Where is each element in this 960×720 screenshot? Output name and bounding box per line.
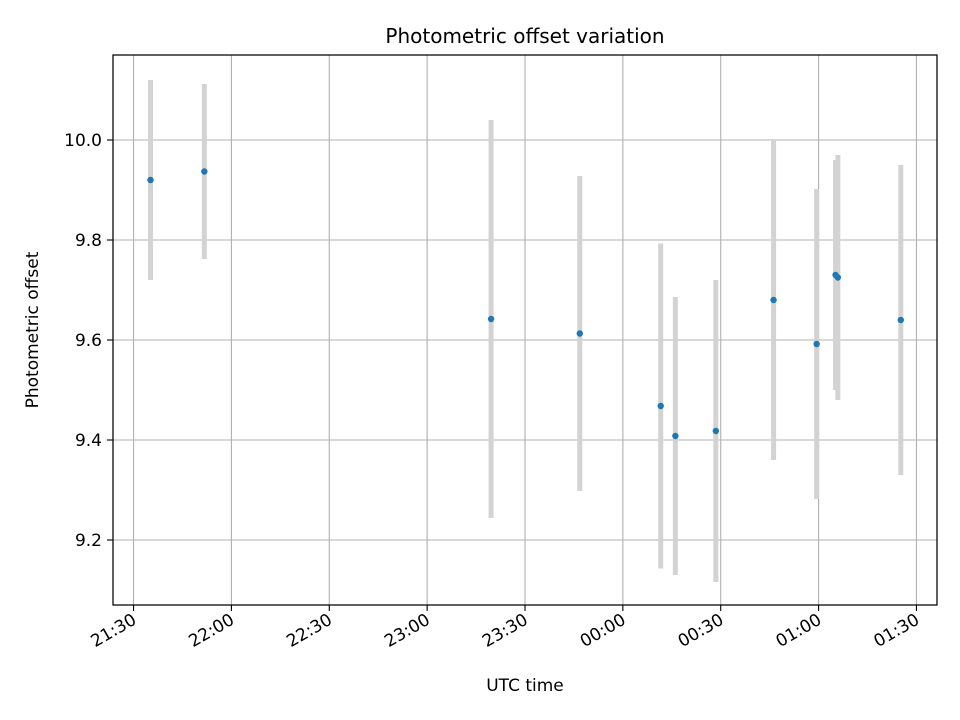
data-point — [712, 427, 720, 435]
data-point — [770, 296, 777, 304]
data-point — [657, 402, 664, 410]
x-tick-label: 21:30 — [88, 610, 140, 652]
grid-layer — [113, 55, 937, 605]
data-point — [813, 340, 820, 348]
data-point — [897, 316, 904, 324]
x-tick-label: 23:30 — [479, 610, 531, 652]
y-tick-label: 10.0 — [64, 131, 102, 151]
data-point — [147, 176, 154, 184]
data-point — [201, 168, 208, 175]
x-tick-label: 01:00 — [773, 610, 825, 652]
y-tick-label: 9.6 — [75, 331, 102, 351]
y-axis-label: Photometric offset — [23, 251, 43, 408]
chart-title: Photometric offset variation — [385, 24, 664, 48]
x-tick-label: 22:30 — [283, 610, 335, 652]
data-point — [487, 315, 495, 323]
data-point — [672, 432, 679, 440]
x-axis-label: UTC time — [486, 676, 564, 696]
x-tick-label: 22:00 — [185, 610, 237, 652]
x-axis-ticks: 21:30 22:00 22:30 23:00 23:30 00:00 00:30 01:00… — [88, 605, 923, 652]
errorbar-layer — [148, 80, 904, 582]
x-tick-label: 23:00 — [381, 610, 433, 652]
y-tick-label: 9.4 — [75, 431, 102, 451]
point-layer — [147, 168, 904, 440]
data-point — [576, 330, 584, 337]
x-tick-label: 00:00 — [577, 610, 629, 652]
data-point — [834, 274, 842, 281]
y-tick-label: 9.2 — [75, 531, 102, 551]
y-tick-label: 9.8 — [75, 231, 102, 251]
y-axis-ticks: 9.2 9.4 9.6 9.8 10.0 — [64, 131, 113, 551]
x-tick-label: 01:30 — [871, 610, 923, 652]
x-tick-label: 00:30 — [675, 610, 727, 652]
